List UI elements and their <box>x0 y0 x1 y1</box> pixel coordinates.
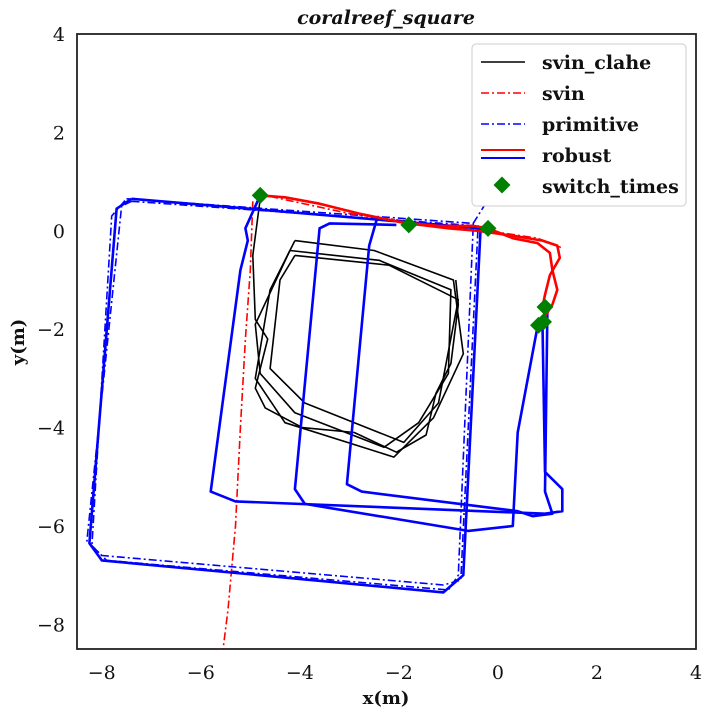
legend-box <box>471 43 687 207</box>
y-tick-label: −2 <box>37 319 65 341</box>
y-tick-label: 4 <box>53 24 65 46</box>
trajectory-robust-red-1 <box>408 222 562 308</box>
y-tick-label: 2 <box>53 122 65 144</box>
y-axis-label: y(m) <box>8 319 29 367</box>
x-tick-label: −6 <box>187 662 215 684</box>
trajectory-robust-blue-1 <box>209 194 564 515</box>
legend-label-primitive: primitive <box>542 114 639 136</box>
x-tick-label: −8 <box>88 662 116 684</box>
x-tick-label: −4 <box>286 662 314 684</box>
trajectory-svin-clahe-1 <box>269 254 460 444</box>
trajectory-svin-clahe-0 <box>254 239 465 458</box>
x-tick-label: 2 <box>591 662 603 684</box>
x-axis-ticks: −8 −6 −4 −2 0 2 4 <box>88 662 702 684</box>
y-tick-label: −8 <box>37 614 65 636</box>
y-tick-label: −6 <box>37 516 65 538</box>
plot-frame <box>76 33 697 650</box>
trajectory-primitive-1 <box>86 200 479 586</box>
legend-label-svin: svin <box>542 83 585 105</box>
chart-title: coralreef_square <box>297 7 475 29</box>
trajectory-svin-clahe-2 <box>254 249 452 449</box>
trajectory-svin-0 <box>222 201 254 649</box>
legend-swatch-switch-times <box>493 176 511 194</box>
y-tick-label: −4 <box>37 418 65 440</box>
x-tick-label: 0 <box>492 662 504 684</box>
trajectory-svin-clahe-3 <box>252 198 460 453</box>
trajectory-primitive-0 <box>91 198 474 591</box>
x-tick-label: −2 <box>385 662 413 684</box>
x-tick-label: 4 <box>690 662 702 684</box>
trajectory-robust-blue-0 <box>88 197 482 594</box>
y-tick-label: 0 <box>53 221 65 243</box>
switch-time-marker-0 <box>251 186 269 204</box>
legend-label-robust: robust <box>542 145 611 167</box>
switch-time-marker-2 <box>479 219 497 237</box>
switch-time-marker-1 <box>400 216 418 234</box>
trajectory-robust-blue-3 <box>345 219 554 518</box>
switch-time-marker-3 <box>536 298 554 316</box>
legend-label-svin-clahe: svin_clahe <box>542 52 651 74</box>
y-axis-ticks: −8 −6 −4 −2 0 2 4 <box>37 24 65 636</box>
x-axis-label: x(m) <box>363 688 410 709</box>
legend: svin_clahe svin primitive robust switch_… <box>471 43 687 207</box>
legend-label-switch-times: switch_times <box>542 176 679 198</box>
trajectory-robust-blue-2 <box>293 222 539 533</box>
plot-area <box>86 186 564 649</box>
switch-time-marker-5 <box>530 316 548 334</box>
